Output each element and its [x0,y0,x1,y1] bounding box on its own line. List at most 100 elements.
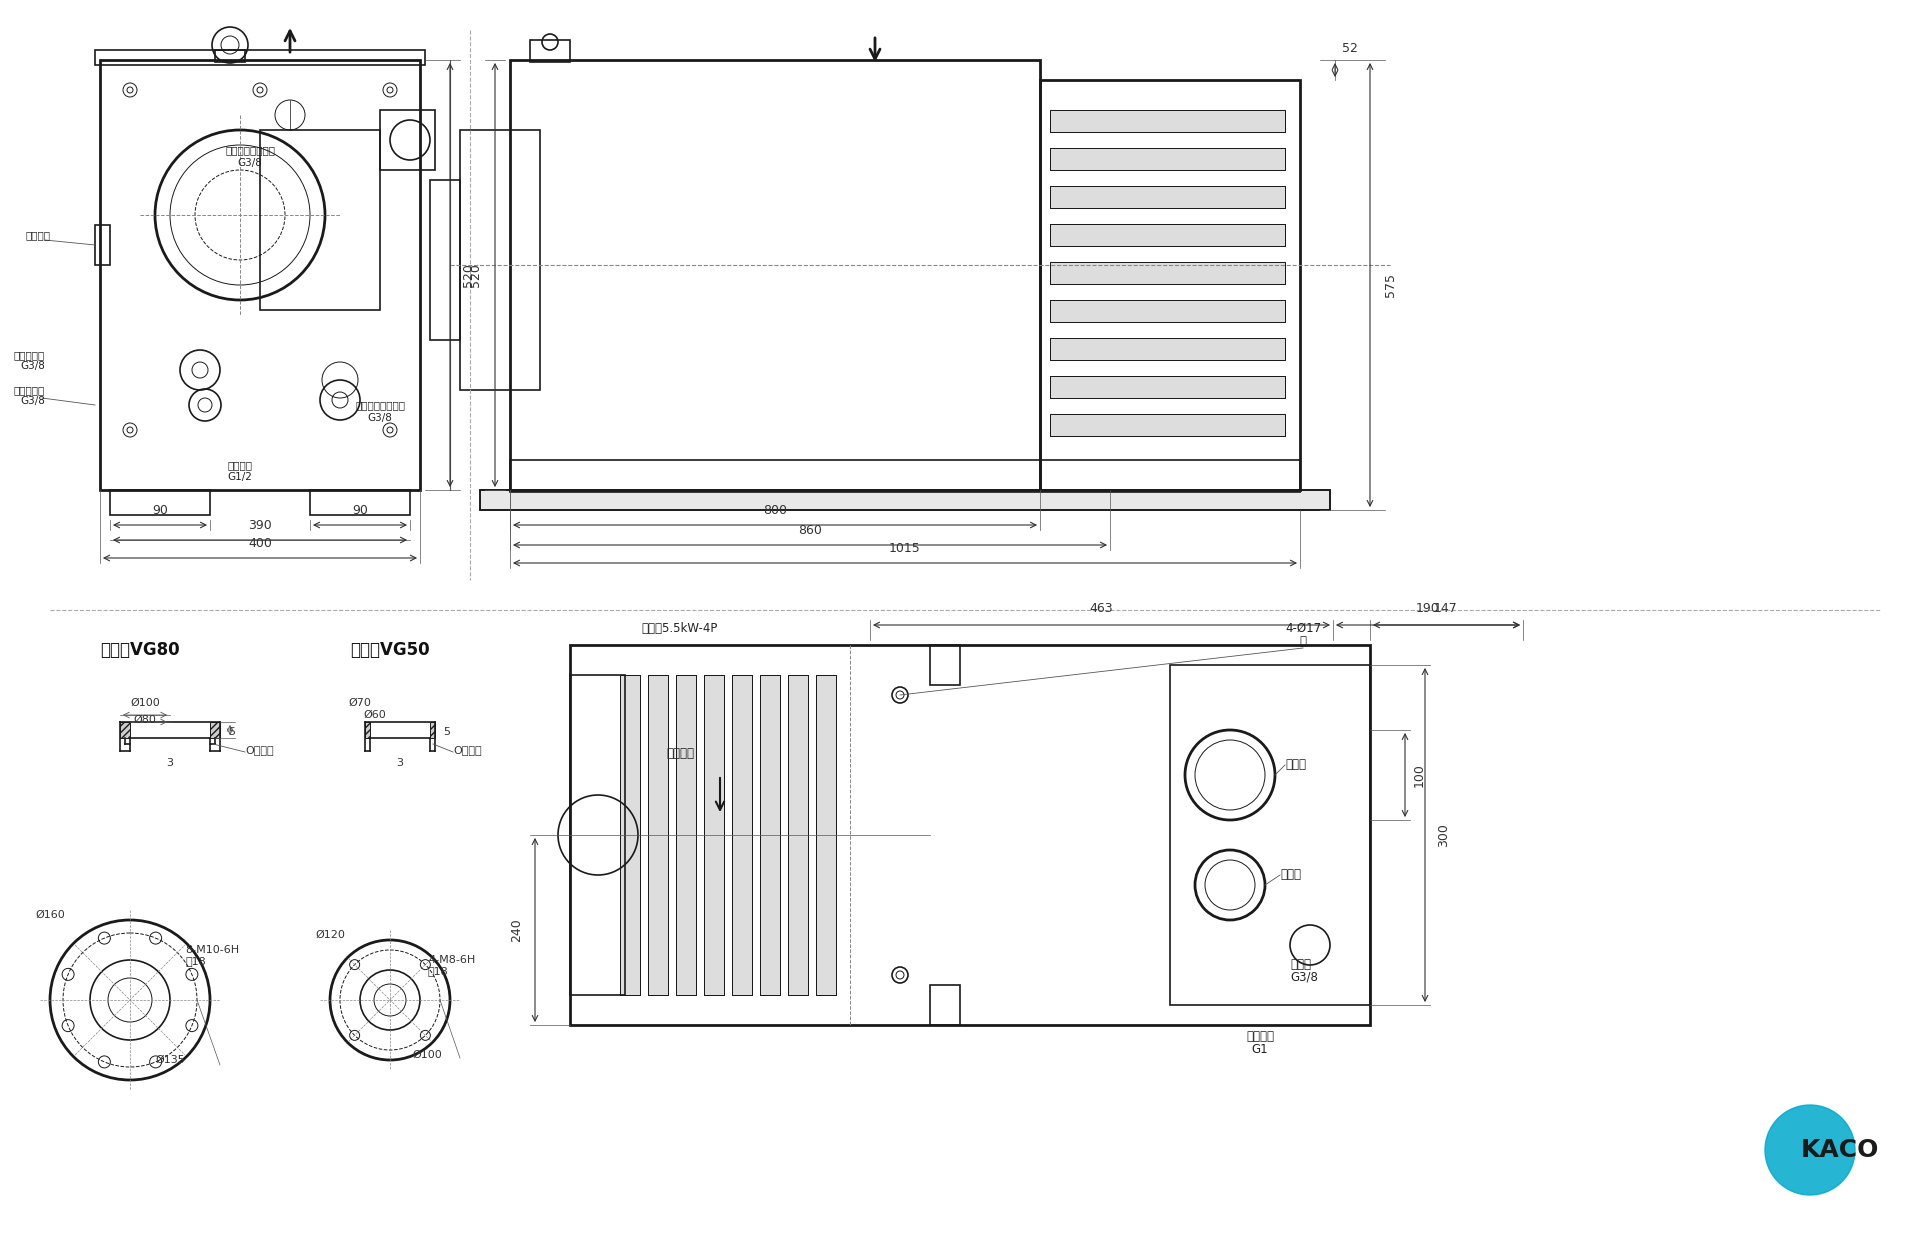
Bar [259,130,380,310]
Text: 520: 520 [468,263,482,287]
Text: G3/8: G3/8 [367,414,392,424]
Polygon shape [209,722,221,738]
Bar [676,674,695,995]
Bar [215,50,246,62]
Text: KACO: KACO [1801,1138,1880,1163]
Bar [1050,414,1284,436]
Bar [530,40,570,62]
Bar [1050,414,1284,436]
Bar [1050,148,1284,170]
Text: Ø100: Ø100 [413,1049,442,1059]
Text: 冷却水入口: 冷却水入口 [13,350,44,360]
Text: 575: 575 [1384,273,1398,297]
Text: 5: 5 [228,727,234,737]
Bar [1050,186,1284,207]
Text: G3/8: G3/8 [238,158,263,168]
Text: G3/8: G3/8 [1290,970,1317,984]
Text: Ø120: Ø120 [315,930,346,940]
Text: Ø160: Ø160 [35,910,65,920]
Bar [461,130,540,390]
Bar [94,225,109,265]
Text: 深18: 深18 [428,966,449,976]
Text: 电机：5.5kW-4P: 电机：5.5kW-4P [641,622,718,635]
Bar [705,674,724,995]
Bar [480,491,1331,510]
Text: 1015: 1015 [889,542,922,555]
Bar [1050,262,1284,284]
Text: G3/8: G3/8 [19,361,44,371]
Text: 排气口VG50: 排气口VG50 [349,641,430,660]
Circle shape [1764,1105,1855,1195]
Bar [620,674,639,995]
Text: 390: 390 [248,519,273,532]
Bar [620,674,639,995]
Bar [760,674,780,995]
Text: 外部滤油机出油口: 外部滤油机出油口 [355,400,405,410]
Bar [649,674,668,995]
Bar [705,674,724,995]
Text: 排气口: 排气口 [1281,868,1302,882]
Bar [511,460,1300,492]
Bar [1169,664,1371,1005]
Text: 4-Ø17: 4-Ø17 [1284,622,1321,635]
Bar [816,674,835,995]
Text: 放油螺塞: 放油螺塞 [227,460,253,469]
Text: 190: 190 [1417,602,1440,615]
Bar [1050,111,1284,132]
Text: 进气口VG80: 进气口VG80 [100,641,180,660]
Bar [929,985,960,1025]
Bar [1041,79,1300,491]
Bar [430,180,461,340]
Text: G1: G1 [1252,1043,1269,1056]
Bar [1050,224,1284,246]
Bar [1050,376,1284,397]
Text: Ø70: Ø70 [349,698,371,708]
Bar [787,674,808,995]
Text: Ø80: Ø80 [134,715,156,725]
Bar [816,674,835,995]
Bar [649,674,668,995]
Text: 3: 3 [167,758,173,768]
Text: 8-M10-6H: 8-M10-6H [184,945,240,955]
Bar [100,60,420,491]
Text: 外部滤油机回油口: 外部滤油机回油口 [225,145,275,155]
Bar [1050,301,1284,322]
Bar [480,491,1331,510]
Bar [676,674,695,995]
Text: O形圈槽: O形圈槽 [246,745,275,755]
Text: 3: 3 [397,758,403,768]
Text: 800: 800 [762,504,787,517]
Bar [732,674,753,995]
Text: 油位视窗: 油位视窗 [25,230,50,240]
Text: 400: 400 [248,537,273,550]
Text: 进气口: 进气口 [1284,759,1306,771]
Text: G3/8: G3/8 [19,396,44,406]
Text: 52: 52 [1342,41,1357,55]
Bar [760,674,780,995]
Bar [1050,186,1284,207]
Text: 4-M8-6H: 4-M8-6H [428,955,476,965]
Bar [1050,338,1284,360]
Text: 463: 463 [1089,602,1114,615]
Bar [94,50,424,65]
Text: 240: 240 [511,918,522,941]
Bar [1050,338,1284,360]
Text: O形圈槽: O形圈槽 [453,745,482,755]
Bar [1050,224,1284,246]
Bar [732,674,753,995]
Text: 穿: 穿 [1300,635,1306,648]
Text: 冷却水出口: 冷却水出口 [13,385,44,395]
Bar [309,491,411,515]
Polygon shape [365,722,371,738]
Text: 300: 300 [1436,823,1450,847]
Text: 电机转向: 电机转向 [666,746,693,760]
Text: 860: 860 [799,524,822,537]
Bar [109,491,209,515]
Bar [1050,301,1284,322]
Bar [511,60,1041,491]
Bar [570,645,1371,1025]
Text: Ø135: Ø135 [156,1054,184,1064]
Bar [1050,148,1284,170]
Bar [380,111,436,170]
Text: 520: 520 [463,263,474,287]
